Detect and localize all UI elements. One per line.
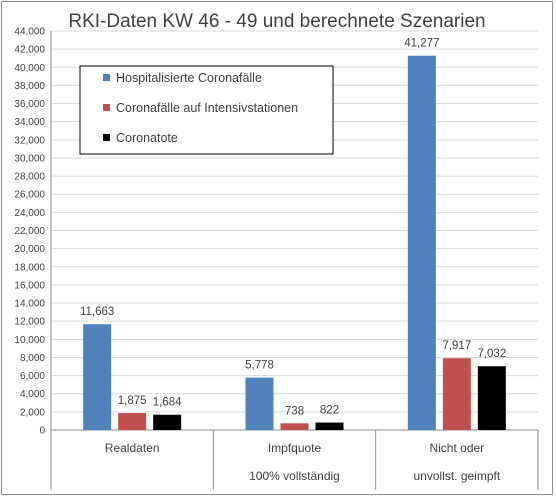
y-tick-label: 30,000 [14, 153, 45, 164]
data-label: 11,663 [80, 306, 114, 318]
bar [407, 55, 436, 430]
bar [118, 412, 147, 430]
category-label: Impfquote [268, 441, 322, 455]
bar [280, 423, 309, 430]
y-tick-label: 22,000 [14, 226, 45, 237]
legend-label: Hospitalisierte Coronafälle [116, 71, 262, 85]
y-tick-label: 28,000 [14, 172, 45, 183]
y-tick-label: 20,000 [14, 244, 45, 255]
y-tick-label: 32,000 [14, 135, 45, 146]
y-tick-label: 44,000 [14, 27, 45, 38]
data-label: 7,917 [442, 340, 471, 352]
data-label: 1,684 [153, 397, 182, 409]
y-tick-label: 40,000 [14, 63, 45, 74]
category-label: Nicht oder [429, 441, 484, 455]
legend: Hospitalisierte Coronafälle Coronafälle a… [79, 65, 334, 155]
category-label: Realdaten [105, 441, 160, 455]
bar [477, 366, 506, 430]
y-tick-label: 2,000 [20, 407, 45, 418]
legend-swatch [103, 134, 110, 141]
y-tick-label: 8,000 [20, 353, 45, 364]
data-label: 5,778 [245, 360, 274, 372]
legend-label: Coronafälle auf Intensivstationen [116, 101, 298, 115]
y-tick-label: 12,000 [14, 317, 45, 328]
y-tick-label: 24,000 [14, 208, 45, 219]
data-label: 738 [285, 405, 304, 417]
y-tick-label: 16,000 [14, 280, 45, 291]
legend-swatch [103, 104, 110, 111]
legend-box [79, 65, 334, 155]
data-label: 1,875 [118, 395, 147, 407]
y-tick-label: 36,000 [14, 99, 45, 110]
y-tick-label: 18,000 [14, 262, 45, 273]
y-tick-label: 26,000 [14, 190, 45, 201]
axes: 0 2,000 4,000 6,000 8,000 10,000 12,000 14,000 1… [14, 27, 539, 490]
y-tick-label: 42,000 [14, 45, 45, 56]
chart-title: RKI-Daten KW 46 - 49 und berechnete Szen… [68, 11, 485, 32]
y-tick-label: 6,000 [20, 371, 45, 382]
bars: 11,663 1,875 1,684 5,778 738 822 41,277 7,917 7,… [80, 38, 506, 430]
y-tick-label: 14,000 [14, 299, 45, 310]
bar [245, 377, 274, 430]
bar [315, 422, 344, 430]
y-tick-label: 10,000 [14, 335, 45, 346]
y-tick-label: 0 [39, 426, 45, 437]
legend-label: Coronatote [116, 131, 178, 145]
bar [83, 324, 112, 430]
category-label: unvollst. geimpft [413, 469, 500, 483]
bar [153, 414, 182, 430]
y-tick-label: 4,000 [20, 389, 45, 400]
category-label: 100% vollständig [249, 469, 340, 483]
data-label: 822 [320, 405, 339, 417]
y-tick-label: 38,000 [14, 81, 45, 92]
legend-swatch [103, 74, 110, 81]
bar [442, 358, 471, 430]
data-label: 41,277 [404, 38, 439, 50]
y-tick-label: 34,000 [14, 117, 45, 128]
data-label: 7,032 [477, 348, 506, 360]
